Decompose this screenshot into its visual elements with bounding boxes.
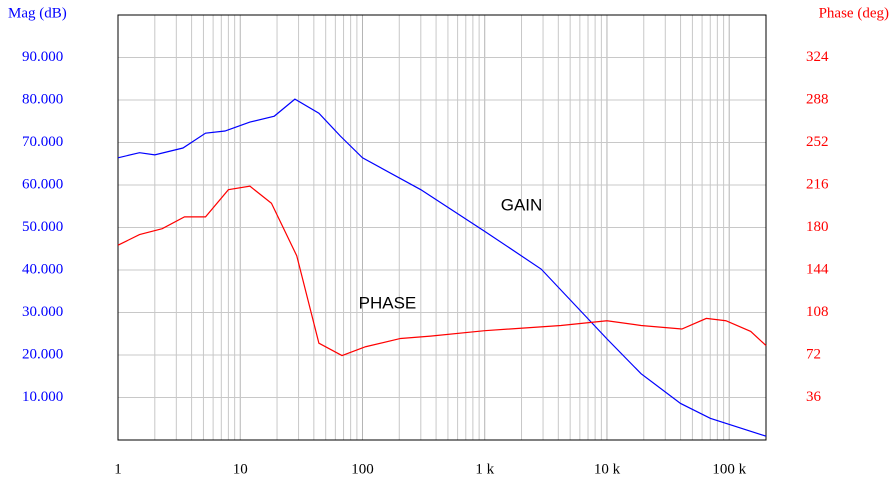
x-tick-label: 10 [233,461,248,477]
y-tick-label: 10.000 [22,389,63,405]
y2-tick-label: 288 [806,91,829,107]
y2-tick-label: 216 [806,176,829,192]
x-tick-label: 1 k [475,461,494,477]
y-axis-title: Mag (dB) [8,5,67,21]
annotation: PHASE [359,293,417,312]
x-tick-label: 100 k [712,461,746,477]
y2-tick-label: 180 [806,219,829,235]
y-tick-label: 40.000 [22,261,63,277]
y-tick-label: 60.000 [22,176,63,192]
y-tick-label: 70.000 [22,134,63,150]
y2-tick-label: 144 [806,261,829,277]
plot-frame [117,14,767,441]
y-tick-label: 50.000 [22,219,63,235]
y-tick-label: 80.000 [22,91,63,107]
y-tick-label: 30.000 [22,304,63,320]
x-tick-label: 100 [351,461,374,477]
annotation: GAIN [501,196,543,215]
y2-axis-title: Phase (deg) [819,5,889,21]
x-tick-label: 10 k [594,461,621,477]
y-tick-label: 20.000 [22,346,63,362]
series-line [117,185,767,357]
y-tick-label: 90.000 [22,49,63,65]
y2-tick-label: 252 [806,134,829,150]
y2-tick-label: 36 [806,389,822,405]
series-line [117,98,767,437]
y2-tick-label: 72 [806,346,821,362]
y2-tick-label: 108 [806,304,829,320]
y2-tick-label: 324 [806,49,829,65]
x-tick-label: 1 [114,461,122,477]
